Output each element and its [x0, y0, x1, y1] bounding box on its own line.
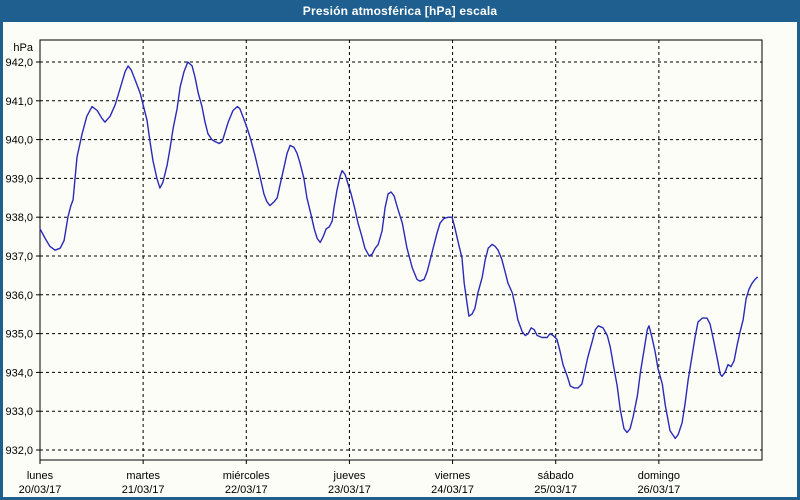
- x-date-label: 22/03/17: [225, 484, 268, 496]
- y-tick-label: 940,0: [5, 135, 33, 147]
- x-day-label: martes: [126, 470, 160, 482]
- x-date-label: 20/03/17: [19, 484, 62, 496]
- title-bar: Presión atmosférica [hPa] escala: [0, 0, 800, 22]
- y-tick-label: 941,0: [5, 96, 33, 108]
- y-tick-label: 932,0: [5, 445, 33, 457]
- x-day-label: viernes: [435, 470, 471, 482]
- plot-border: [39, 39, 763, 461]
- pressure-line: [39, 61, 758, 440]
- x-date-label: 24/03/17: [431, 484, 474, 496]
- y-tick-label: 936,0: [5, 290, 33, 302]
- x-day-label: jueves: [333, 470, 366, 482]
- x-date-label: 25/03/17: [534, 484, 577, 496]
- y-tick-label: 935,0: [5, 329, 33, 341]
- y-tick-label: 934,0: [5, 367, 33, 379]
- x-day-label: domingo: [638, 470, 680, 482]
- y-axis-unit-label: hPa: [13, 42, 33, 54]
- y-tick-label: 942,0: [5, 57, 33, 69]
- pressure-chart: 942,0 941,0 940,0 939,0 938,0 937,0 936,0 935,0…: [5, 39, 763, 496]
- y-tick-label: 938,0: [5, 212, 33, 224]
- chart-title: Presión atmosférica [hPa] escala: [302, 4, 498, 18]
- y-tick-label: 937,0: [5, 251, 33, 263]
- chart-area: 942,0 941,0 940,0 939,0 938,0 937,0 936,0 935,0…: [3, 22, 797, 497]
- y-tick-label: 933,0: [5, 406, 33, 418]
- x-date-label: 21/03/17: [122, 484, 165, 496]
- y-tick-label: 939,0: [5, 173, 33, 185]
- x-day-label: sábado: [538, 470, 574, 482]
- x-date-label: 26/03/17: [637, 484, 680, 496]
- x-date-label: 23/03/17: [328, 484, 371, 496]
- x-day-label: lunes: [27, 470, 54, 482]
- x-day-label: miércoles: [223, 470, 271, 482]
